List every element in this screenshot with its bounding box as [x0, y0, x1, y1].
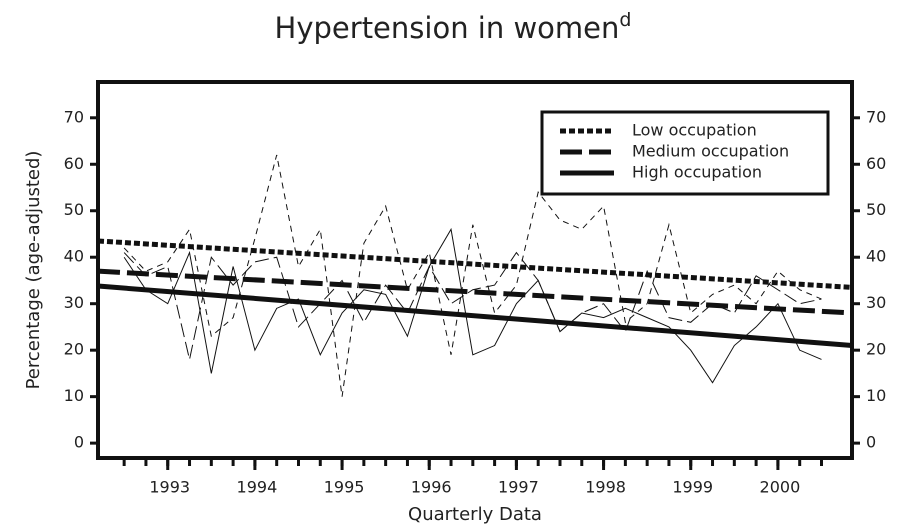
y-tick-label: 40	[64, 247, 84, 266]
trend-line	[97, 238, 853, 290]
x-tick-label: 2000	[760, 478, 801, 497]
y2-tick-label: 20	[866, 340, 886, 359]
y2-tick-label: 0	[866, 433, 876, 452]
legend-label: Low occupation	[632, 121, 757, 140]
y-tick-label: 30	[64, 293, 84, 312]
y-tick-label: 50	[64, 200, 84, 219]
chart-title: Hypertension in womend	[275, 9, 632, 46]
title-superscript: d	[619, 9, 631, 31]
y2-tick-label: 40	[866, 247, 886, 266]
plot-frame	[96, 80, 854, 460]
y-tick-label: 60	[64, 154, 84, 173]
trend-line	[97, 268, 853, 316]
x-tick-label: 1994	[237, 478, 278, 497]
series-line	[123, 154, 822, 397]
y2-tick-label: 30	[866, 293, 886, 312]
y-tick-label: 10	[64, 386, 84, 405]
x-axis-label: Quarterly Data	[408, 504, 542, 525]
x-tick-label: 1993	[149, 478, 190, 497]
x-tick-label: 1999	[672, 478, 713, 497]
y2-tick-label: 60	[866, 154, 886, 173]
trend-line	[97, 283, 853, 349]
y-tick-label: 70	[64, 107, 84, 126]
x-tick-label: 1996	[411, 478, 452, 497]
title-text: Hypertension in women	[275, 11, 620, 45]
y2-tick-label: 70	[866, 107, 886, 126]
series-line	[123, 251, 822, 360]
x-tick-label: 1997	[498, 478, 539, 497]
legend-label: Medium occupation	[632, 142, 789, 161]
y2-tick-label: 10	[866, 386, 886, 405]
legend-label: High occupation	[632, 163, 762, 182]
y-tick-label: 0	[74, 433, 84, 452]
x-tick-label: 1998	[585, 478, 626, 497]
x-tick-label: 1995	[324, 478, 365, 497]
series-line	[123, 227, 822, 384]
y2-tick-label: 50	[866, 200, 886, 219]
y-axis-label: Percentage (age-adjusted)	[23, 151, 44, 390]
y-tick-label: 20	[64, 340, 84, 359]
